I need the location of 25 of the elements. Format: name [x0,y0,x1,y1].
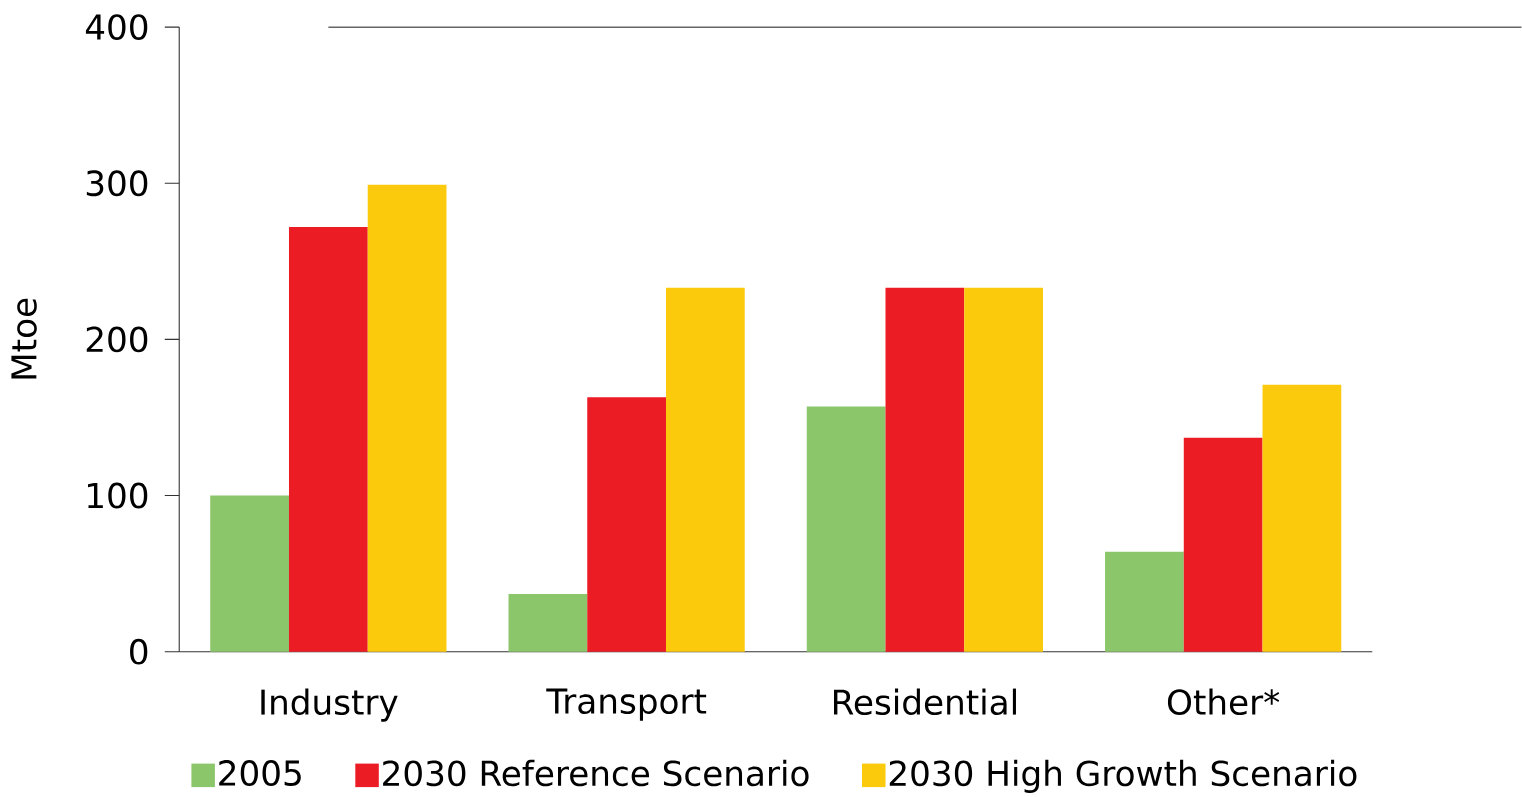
bar [1105,551,1184,652]
legend-label: 2030 Reference Scenario [383,759,809,787]
bar [508,593,588,652]
bar [806,406,886,652]
y-tick-label: 300 [86,170,148,197]
legend-label: 2005 [219,759,301,786]
bar [885,287,965,652]
bar [1183,437,1263,652]
y-axis-title: Mtoe [11,298,37,379]
y-tick-label: 400 [85,14,148,40]
bar [367,184,447,652]
bar [210,495,289,652]
bar [665,287,745,652]
legend-label: 2030 High Growth Scenario [889,759,1357,793]
y-tick-label: 0 [130,638,148,665]
y-tick-label: 200 [86,326,148,353]
x-tick-label: Industry [261,688,398,722]
bar [964,287,1043,652]
bar [587,397,666,652]
bar [288,226,368,652]
bar [1262,384,1342,652]
x-tick-label: Other* [1167,688,1280,715]
x-tick-label: Residential [834,688,1016,715]
x-tick-label: Transport [546,688,707,721]
y-tick-label: 100 [88,482,148,509]
